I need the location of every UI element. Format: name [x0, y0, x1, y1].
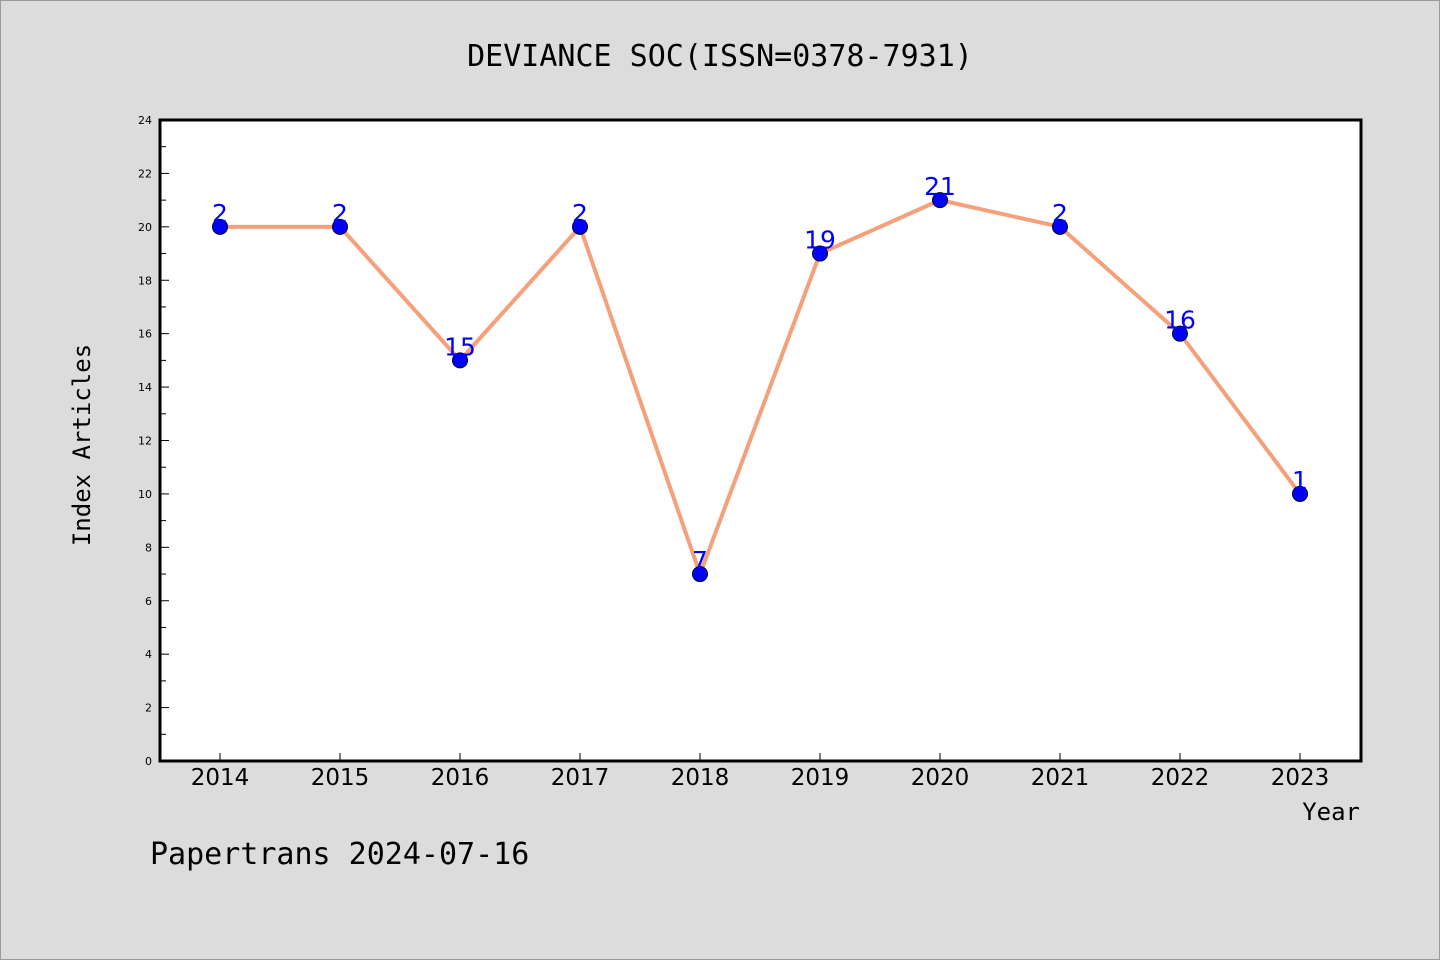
- x-tick-label: 2014: [191, 765, 250, 791]
- data-label: 7: [692, 546, 708, 575]
- chart-title: DEVIANCE SOC(ISSN=0378-7931): [467, 39, 973, 74]
- data-point: [932, 192, 948, 209]
- data-labels: 2 2 15 2 7 19 21 2 16 1: [212, 172, 1308, 575]
- y-tick-label: 2: [145, 702, 152, 715]
- y-tick-label: 0: [145, 755, 152, 768]
- data-label: 2: [572, 199, 588, 228]
- x-axis: 2014 2015 2016 2017 2018 2019 2020 2021 2022 2023: [191, 753, 1330, 791]
- data-point: [572, 218, 588, 235]
- data-point: [812, 245, 828, 262]
- y-tick-label: 10: [138, 488, 152, 501]
- x-tick-label: 2016: [431, 765, 490, 791]
- data-point: [1292, 485, 1308, 502]
- data-label: 2: [332, 199, 348, 228]
- data-label: 16: [1164, 306, 1196, 335]
- y-tick-label: 12: [138, 435, 152, 448]
- data-point: [212, 218, 228, 235]
- plot-area: [158, 118, 1363, 763]
- x-tick-label: 2017: [551, 765, 610, 791]
- x-axis-label: Year: [1302, 798, 1360, 826]
- y-tick-label: 18: [138, 274, 152, 287]
- data-label: 21: [924, 172, 956, 201]
- footer-text: Papertrans 2024-07-16: [150, 837, 529, 872]
- x-tick-label: 2023: [1271, 765, 1330, 791]
- x-tick-label: 2020: [911, 765, 970, 791]
- data-label: 1: [1292, 466, 1308, 495]
- data-point: [452, 352, 468, 369]
- y-tick-label: 14: [138, 381, 152, 394]
- y-tick-label: 6: [145, 595, 152, 608]
- y-axis-label: Index Articles: [68, 344, 96, 546]
- data-markers: [212, 192, 1308, 583]
- x-tick-label: 2022: [1151, 765, 1210, 791]
- y-tick-label: 16: [138, 328, 152, 341]
- x-tick-label: 2015: [311, 765, 370, 791]
- y-tick-label: 20: [138, 221, 152, 234]
- data-label: 19: [804, 226, 836, 255]
- data-point: [1172, 325, 1188, 342]
- x-tick-label: 2019: [791, 765, 850, 791]
- x-tick-label: 2021: [1031, 765, 1090, 791]
- data-point: [332, 218, 348, 235]
- data-label: 15: [444, 332, 476, 361]
- y-tick-label: 8: [145, 541, 152, 554]
- data-point: [692, 566, 708, 583]
- series-line: [220, 198, 1302, 577]
- data-point: [1052, 218, 1068, 235]
- y-tick-label: 22: [138, 167, 152, 180]
- x-tick-label: 2018: [671, 765, 730, 791]
- y-tick-label: 4: [145, 648, 152, 661]
- data-label: 2: [212, 199, 228, 228]
- y-tick-label: 24: [138, 114, 152, 127]
- data-label: 2: [1052, 199, 1068, 228]
